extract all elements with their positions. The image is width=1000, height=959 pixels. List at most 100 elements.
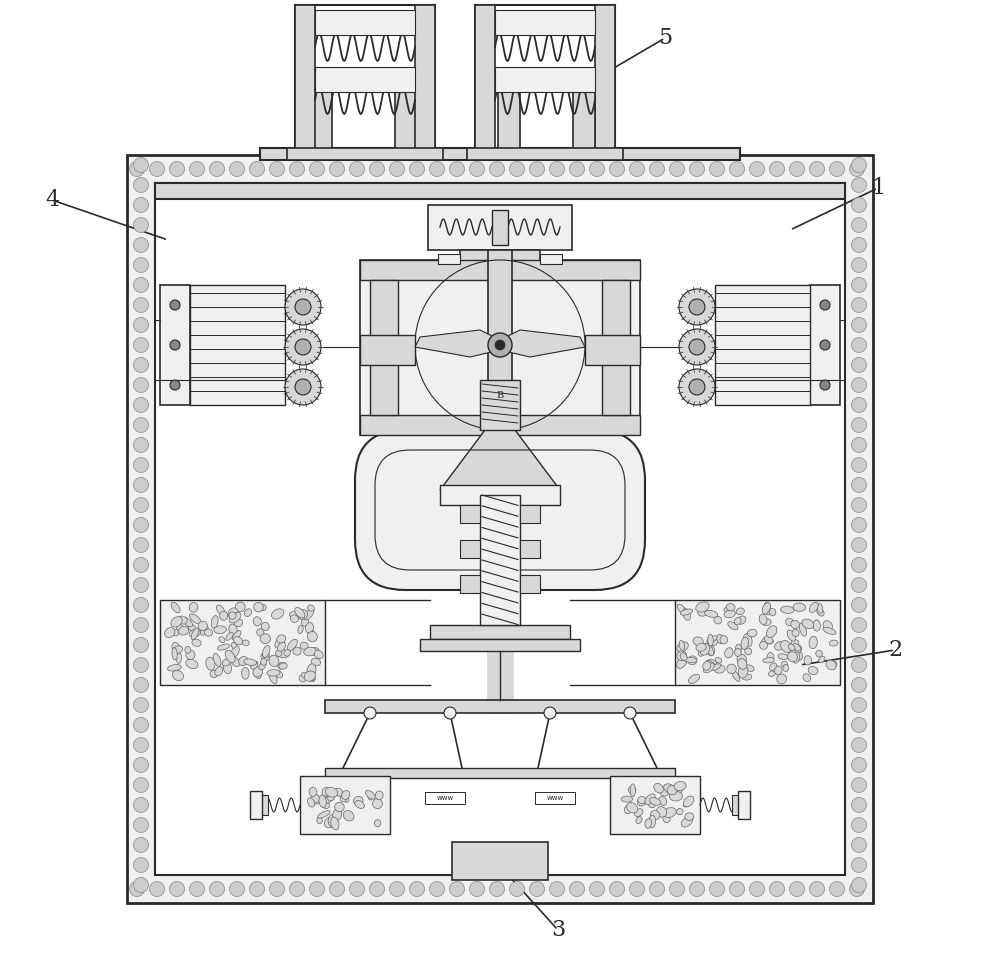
Circle shape xyxy=(610,881,624,897)
Ellipse shape xyxy=(322,787,330,796)
Ellipse shape xyxy=(781,641,792,652)
Ellipse shape xyxy=(254,602,263,612)
Ellipse shape xyxy=(786,619,793,625)
Ellipse shape xyxy=(328,794,335,801)
Ellipse shape xyxy=(764,602,771,615)
Ellipse shape xyxy=(769,609,776,616)
Ellipse shape xyxy=(263,645,270,657)
Circle shape xyxy=(810,881,824,897)
Ellipse shape xyxy=(267,669,280,676)
Ellipse shape xyxy=(706,661,717,669)
Ellipse shape xyxy=(717,634,724,643)
Ellipse shape xyxy=(304,671,315,681)
Ellipse shape xyxy=(308,605,314,611)
Ellipse shape xyxy=(205,629,212,636)
Ellipse shape xyxy=(192,640,201,646)
Ellipse shape xyxy=(817,609,824,616)
Bar xyxy=(155,183,845,199)
Ellipse shape xyxy=(253,667,262,677)
Ellipse shape xyxy=(636,817,642,824)
Ellipse shape xyxy=(745,631,754,639)
Ellipse shape xyxy=(680,609,693,615)
Ellipse shape xyxy=(210,670,218,677)
Ellipse shape xyxy=(677,651,687,661)
Circle shape xyxy=(730,881,744,897)
Circle shape xyxy=(285,289,321,325)
Ellipse shape xyxy=(737,616,746,624)
Circle shape xyxy=(210,161,224,176)
Circle shape xyxy=(530,161,544,176)
Ellipse shape xyxy=(234,637,243,644)
Circle shape xyxy=(310,161,324,176)
Ellipse shape xyxy=(703,662,711,670)
Circle shape xyxy=(852,778,866,792)
Circle shape xyxy=(852,877,866,893)
Circle shape xyxy=(330,881,344,897)
Bar xyxy=(452,842,548,880)
Bar xyxy=(260,148,740,160)
Ellipse shape xyxy=(728,621,738,630)
Circle shape xyxy=(270,161,285,176)
Ellipse shape xyxy=(707,636,717,643)
Ellipse shape xyxy=(231,643,236,648)
Circle shape xyxy=(679,369,715,405)
Bar xyxy=(602,280,630,415)
Ellipse shape xyxy=(703,663,714,673)
Ellipse shape xyxy=(706,660,717,667)
Bar xyxy=(535,792,575,804)
Ellipse shape xyxy=(808,667,818,674)
Circle shape xyxy=(852,177,866,193)
Ellipse shape xyxy=(234,619,243,627)
Ellipse shape xyxy=(182,618,193,627)
Bar xyxy=(498,68,520,153)
Ellipse shape xyxy=(645,794,655,805)
Bar xyxy=(127,155,873,903)
Circle shape xyxy=(820,300,830,310)
Circle shape xyxy=(134,317,148,333)
Circle shape xyxy=(624,707,636,719)
Ellipse shape xyxy=(320,800,327,807)
Ellipse shape xyxy=(307,629,315,636)
Circle shape xyxy=(370,881,384,897)
Ellipse shape xyxy=(693,637,703,645)
Ellipse shape xyxy=(198,621,207,631)
Bar xyxy=(480,495,520,625)
Ellipse shape xyxy=(304,608,314,620)
Text: 5: 5 xyxy=(658,27,672,49)
Text: www: www xyxy=(546,795,564,801)
Ellipse shape xyxy=(742,674,752,680)
Ellipse shape xyxy=(328,814,337,827)
Circle shape xyxy=(134,417,148,433)
Ellipse shape xyxy=(262,652,269,658)
Ellipse shape xyxy=(747,629,757,637)
Circle shape xyxy=(544,707,556,719)
Circle shape xyxy=(285,329,321,365)
Ellipse shape xyxy=(311,794,319,803)
Ellipse shape xyxy=(229,612,236,620)
Bar xyxy=(614,780,696,830)
Circle shape xyxy=(130,161,144,176)
Ellipse shape xyxy=(705,611,718,618)
Circle shape xyxy=(430,881,444,897)
Ellipse shape xyxy=(649,798,661,806)
Circle shape xyxy=(134,877,148,893)
Bar xyxy=(438,254,460,264)
Ellipse shape xyxy=(669,791,683,801)
Ellipse shape xyxy=(707,644,713,656)
Ellipse shape xyxy=(656,807,667,817)
Circle shape xyxy=(134,338,148,353)
Ellipse shape xyxy=(178,616,187,624)
Bar xyxy=(295,5,435,153)
Ellipse shape xyxy=(278,642,286,651)
Circle shape xyxy=(852,518,866,532)
Circle shape xyxy=(134,177,148,193)
Circle shape xyxy=(690,161,704,176)
Ellipse shape xyxy=(244,659,257,666)
Ellipse shape xyxy=(698,608,708,617)
Circle shape xyxy=(170,380,180,390)
Circle shape xyxy=(210,881,224,897)
Ellipse shape xyxy=(295,607,305,618)
Ellipse shape xyxy=(674,784,682,796)
Ellipse shape xyxy=(186,659,198,668)
Circle shape xyxy=(852,758,866,773)
